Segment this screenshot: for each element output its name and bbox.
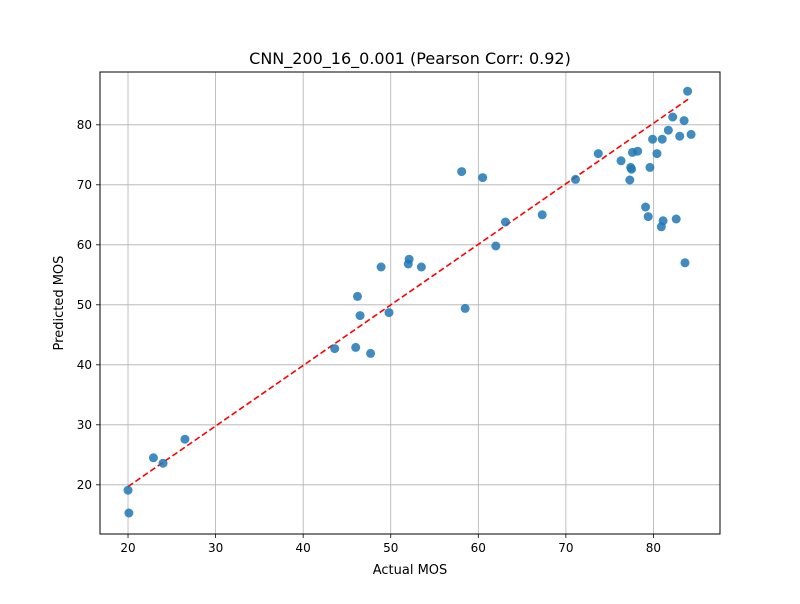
data-point xyxy=(351,342,361,352)
data-point xyxy=(652,149,662,159)
data-point xyxy=(671,214,681,224)
data-point xyxy=(355,311,365,321)
data-point xyxy=(616,156,626,166)
data-point xyxy=(491,241,501,251)
data-point xyxy=(123,485,133,495)
chart-title: CNN_200_16_0.001 (Pearson Corr: 0.92) xyxy=(249,49,571,69)
data-point xyxy=(366,348,376,358)
data-point xyxy=(627,164,637,174)
x-tick-label: 30 xyxy=(208,541,223,555)
x-tick-label: 60 xyxy=(471,541,486,555)
grid xyxy=(100,72,720,534)
data-point xyxy=(148,453,158,463)
data-point xyxy=(668,112,678,122)
data-point xyxy=(633,146,643,156)
data-point xyxy=(571,174,581,184)
data-point xyxy=(683,86,693,96)
x-tick-label: 70 xyxy=(558,541,573,555)
fit-line-layer xyxy=(127,97,691,488)
data-point xyxy=(124,508,134,518)
data-point xyxy=(384,308,394,318)
data-point xyxy=(645,162,655,172)
plot-frame xyxy=(99,71,721,535)
regression-line xyxy=(127,97,691,488)
data-point xyxy=(663,125,673,135)
data-point xyxy=(537,210,547,220)
x-tick-label: 20 xyxy=(120,541,135,555)
y-tick-label: 80 xyxy=(77,118,92,132)
data-point xyxy=(643,212,653,222)
y-axis-ticks: 20 30 40 50 60 70 80 xyxy=(77,118,100,492)
data-point xyxy=(330,344,340,354)
data-point xyxy=(686,129,696,139)
data-point xyxy=(625,175,635,185)
x-axis-ticks: 20 30 40 50 60 70 80 xyxy=(120,534,661,555)
y-axis-label: Predicted MOS xyxy=(52,256,67,351)
data-point xyxy=(457,167,467,177)
data-point xyxy=(675,131,685,141)
data-point xyxy=(416,262,426,272)
data-point xyxy=(658,216,668,226)
data-point xyxy=(500,217,510,227)
data-point xyxy=(641,202,651,212)
y-tick-label: 70 xyxy=(77,178,92,192)
y-tick-label: 20 xyxy=(77,478,92,492)
data-point xyxy=(648,134,658,144)
data-point xyxy=(679,116,689,126)
x-tick-label: 40 xyxy=(296,541,311,555)
data-point xyxy=(158,458,168,468)
x-tick-label: 50 xyxy=(383,541,398,555)
y-tick-label: 40 xyxy=(77,358,92,372)
y-tick-label: 30 xyxy=(77,418,92,432)
data-point xyxy=(376,262,386,272)
data-point xyxy=(478,173,488,183)
data-point xyxy=(593,149,603,159)
data-points xyxy=(123,86,696,518)
data-point xyxy=(180,434,190,444)
data-point xyxy=(680,258,690,268)
data-point xyxy=(352,291,362,301)
y-tick-label: 60 xyxy=(77,238,92,252)
x-axis-label: Actual MOS xyxy=(373,563,448,578)
data-point xyxy=(460,303,470,313)
data-point xyxy=(404,254,414,264)
y-tick-label: 50 xyxy=(77,298,92,312)
x-tick-label: 80 xyxy=(646,541,661,555)
data-point xyxy=(657,134,667,144)
